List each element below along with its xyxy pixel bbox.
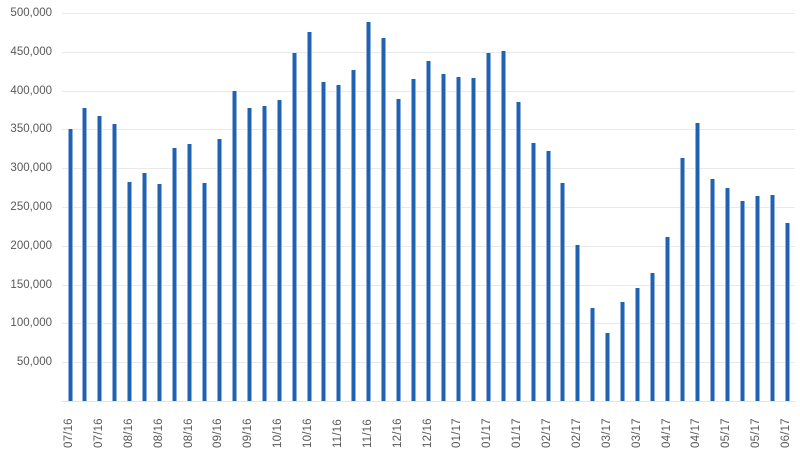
y-axis-label: 350,000 (10, 123, 52, 136)
x-axis-label: 04/17 (690, 418, 703, 448)
x-axis-label: 04/17 (660, 418, 673, 448)
bar (351, 70, 357, 401)
bar (67, 128, 73, 401)
bar (246, 108, 252, 401)
x-axis-label: 07/16 (63, 418, 75, 448)
x-axis-label: 12/16 (391, 418, 404, 448)
bar (575, 245, 581, 401)
x-axis-label: 05/17 (720, 418, 733, 448)
x-axis-label: 10/16 (272, 418, 285, 448)
x-axis-label: 02/17 (570, 418, 583, 448)
bar (694, 123, 700, 401)
bar (470, 78, 476, 401)
bar (709, 179, 715, 401)
x-axis-label: 12/16 (421, 418, 434, 448)
x-axis-label: 01/17 (451, 418, 464, 448)
bar (754, 196, 760, 401)
bar (440, 74, 446, 401)
bar (620, 301, 626, 401)
bar (112, 123, 118, 401)
x-axis-label: 11/16 (361, 419, 374, 448)
x-axis-label: 07/16 (92, 418, 105, 448)
bar (82, 108, 88, 401)
bar (321, 82, 327, 401)
bar (545, 151, 551, 401)
bar (560, 182, 566, 401)
bar (336, 85, 342, 401)
y-axis-label: 200,000 (10, 239, 52, 252)
bar (500, 51, 506, 401)
bar (515, 102, 521, 401)
gridline (62, 51, 795, 53)
bar (187, 144, 192, 401)
bar (381, 37, 387, 401)
bar (739, 200, 745, 401)
bar (366, 21, 372, 401)
x-axis-line (62, 401, 795, 402)
y-axis-label: 250,000 (10, 201, 52, 213)
bar (127, 182, 133, 401)
bar (97, 116, 103, 401)
x-axis-label: 05/17 (750, 418, 763, 448)
y-axis-label: 450,000 (10, 45, 52, 58)
bar (426, 61, 431, 401)
bar (201, 182, 207, 401)
gridline (62, 13, 795, 14)
y-axis-label: 300,000 (10, 162, 52, 175)
bar (142, 172, 148, 401)
y-axis-label: 500,000 (10, 7, 52, 19)
x-axis-label: 09/16 (212, 418, 225, 448)
bar (291, 53, 297, 401)
bar (665, 237, 670, 401)
x-axis-label: 03/17 (630, 418, 643, 448)
y-axis-label: 150,000 (10, 278, 52, 291)
x-axis-label: 08/16 (152, 418, 165, 448)
bar (455, 76, 461, 401)
bar (635, 287, 641, 401)
bar (605, 333, 611, 401)
bar (769, 194, 775, 401)
bar (261, 106, 267, 401)
bar (530, 142, 536, 401)
x-axis-label: 09/16 (242, 418, 255, 448)
x-axis-label: 06/17 (780, 418, 792, 448)
bar (231, 91, 237, 401)
x-axis-label: 10/16 (302, 418, 314, 448)
bar (590, 307, 596, 401)
x-axis-label: 01/17 (481, 418, 494, 448)
bar (306, 32, 312, 401)
bar (172, 148, 178, 401)
x-axis-label: 08/16 (122, 418, 135, 448)
bar (396, 99, 402, 401)
bar (679, 158, 685, 401)
bar (724, 188, 730, 401)
bar (784, 223, 790, 401)
y-axis-label: 50,000 (16, 356, 52, 369)
x-axis-label: 03/17 (600, 418, 613, 448)
bar (276, 99, 282, 401)
bar (650, 272, 656, 401)
x-axis-label: 02/17 (541, 418, 553, 448)
bar (157, 184, 163, 401)
y-axis-label: 400,000 (10, 84, 52, 97)
y-axis-label: 100,000 (10, 317, 52, 330)
bar (485, 52, 491, 401)
bar (216, 138, 222, 401)
x-axis-label: 11/16 (331, 419, 344, 448)
x-axis-label: 01/17 (511, 418, 524, 448)
bar (411, 78, 417, 401)
x-axis-label: 08/16 (182, 418, 195, 448)
